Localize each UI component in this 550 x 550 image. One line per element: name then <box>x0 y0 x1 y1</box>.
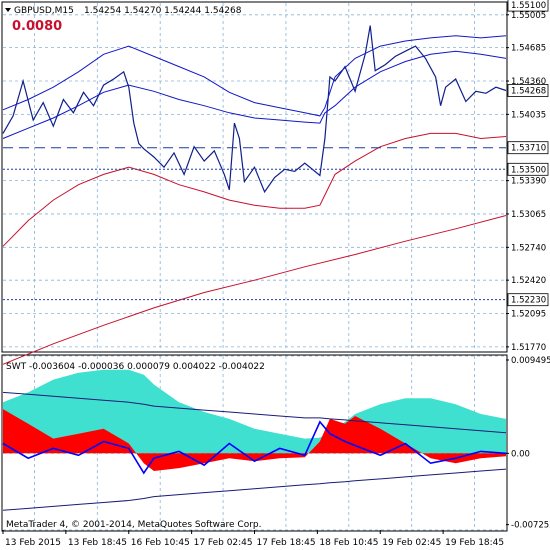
price-label: 1.55100 <box>511 1 546 11</box>
y-tick-label: 1.52420 <box>511 276 546 286</box>
y-tick-label: 0.009495 <box>511 356 550 366</box>
price-label: 1.53710 <box>511 144 546 154</box>
y-tick-label: 1.52740 <box>511 243 546 253</box>
y-tick-label: 0.00 <box>511 449 530 459</box>
y-tick-label: 1.55005 <box>511 11 546 21</box>
y-tick-label: 1.51770 <box>511 343 546 353</box>
lower-band-line <box>2 132 507 247</box>
dropdown-arrow-icon[interactable] <box>5 8 11 12</box>
y-tick-label: 1.54360 <box>511 77 546 87</box>
x-tick-label: 18 Feb 10:45 <box>319 538 378 548</box>
x-tick-label: 19 Feb 02:45 <box>382 538 441 548</box>
price-label-box <box>507 141 549 155</box>
price-label: 1.52230 <box>511 296 546 306</box>
x-tick-label: 17 Feb 18:45 <box>257 538 316 548</box>
y-tick-label: 1.54685 <box>511 44 546 54</box>
price-labels: 1.55100 1.54268 1.53710 1.53500 1.52230 <box>507 0 549 307</box>
price-label-box <box>507 293 549 307</box>
y-tick-label: 1.53065 <box>511 210 546 220</box>
lower-envelope-line <box>2 468 507 511</box>
x-tick-label: 16 Feb 10:45 <box>131 538 190 548</box>
y-tick-label: 1.52095 <box>511 310 546 320</box>
horizontal-lines <box>3 147 506 301</box>
y-tick-label: 1.54035 <box>511 110 546 120</box>
upper-envelope-line <box>2 391 507 434</box>
x-tick-label: 19 Feb 18:45 <box>445 538 504 548</box>
middle-band-line <box>2 50 507 139</box>
red-area <box>3 409 506 471</box>
price-line <box>2 25 507 194</box>
x-tick-label: 13 Feb 18:45 <box>68 538 127 548</box>
x-tick-label: 17 Feb 02:45 <box>194 538 253 548</box>
price-label-box <box>507 84 549 97</box>
trend-line <box>2 215 507 365</box>
x-tick-label: 13 Feb 2015 <box>5 538 61 548</box>
upper-band-line <box>2 35 507 117</box>
spread-label: 0.0080 <box>12 19 62 34</box>
price-axis: 1.55005 1.54685 1.54360 1.54035 1.53390 1.530… <box>506 11 546 353</box>
indicator-readout: SWT -0.003604 -0.000036 0.000079 0.00402… <box>6 362 265 372</box>
ohlc-readout: 1.54254 1.54270 1.54244 1.54268 <box>84 6 242 16</box>
symbol-label: GBPUSD,M15 <box>14 6 74 16</box>
price-label: 1.53500 <box>511 165 546 175</box>
swt-line <box>2 420 507 475</box>
y-tick-label: -0.007252 <box>511 521 550 531</box>
main-panel-frame <box>1 1 508 353</box>
copyright-label: MetaTrader 4, © 2001-2014, MetaQuotes So… <box>6 520 262 530</box>
price-label-box <box>507 0 549 12</box>
y-tick-label: 1.53390 <box>511 177 546 187</box>
main-series <box>2 25 507 365</box>
price-label: 1.54268 <box>511 87 546 97</box>
price-label-box <box>507 162 549 176</box>
time-axis: 13 Feb 2015 13 Feb 18:45 16 Feb 10:45 17 Fe… <box>2 530 504 548</box>
indicator-axis: 0.009495 0.00 -0.007252 <box>506 356 550 531</box>
indicator-series <box>2 369 507 511</box>
